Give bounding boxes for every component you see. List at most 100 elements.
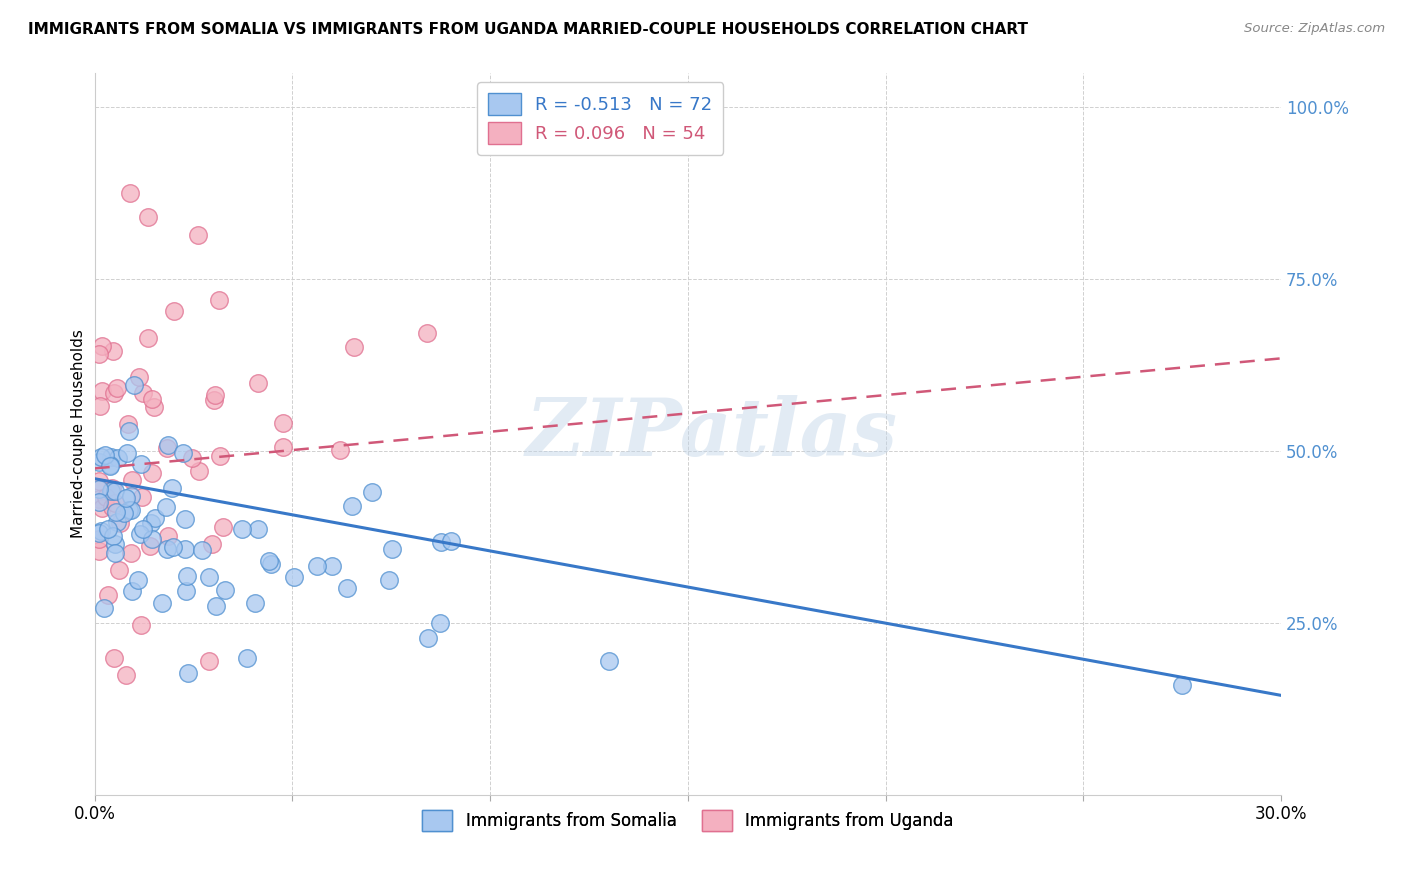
Point [156, 542, 179, 557]
Point [100, 481, 122, 495]
Point [90, 450, 112, 464]
Point [430, 535, 453, 549]
Point [181, 450, 204, 465]
Point [1171, 678, 1194, 692]
Point [257, 554, 280, 568]
Point [104, 496, 127, 510]
Point [108, 563, 131, 577]
Point [131, 490, 153, 504]
Point [97, 588, 120, 602]
Point [87, 482, 110, 496]
Point [87, 455, 110, 469]
Point [120, 489, 142, 503]
Point [176, 569, 198, 583]
Point [204, 388, 226, 402]
Point [246, 376, 269, 390]
Point [197, 570, 219, 584]
Point [105, 505, 128, 519]
Point [87, 532, 110, 546]
Point [139, 516, 162, 531]
Point [381, 542, 404, 557]
Point [156, 442, 179, 456]
Point [173, 512, 195, 526]
Point [177, 665, 200, 680]
Point [429, 615, 451, 630]
Point [132, 522, 155, 536]
Point [100, 484, 122, 499]
Point [198, 654, 221, 668]
Point [163, 303, 186, 318]
Legend: Immigrants from Somalia, Immigrants from Uganda: Immigrants from Somalia, Immigrants from… [416, 804, 960, 838]
Point [208, 293, 231, 308]
Text: Source: ZipAtlas.com: Source: ZipAtlas.com [1244, 22, 1385, 36]
Point [598, 654, 620, 668]
Point [90, 339, 112, 353]
Point [201, 537, 224, 551]
Point [97, 522, 120, 536]
Point [107, 450, 129, 465]
Point [283, 570, 305, 584]
Point [104, 546, 127, 560]
Point [136, 331, 159, 345]
Point [103, 483, 125, 498]
Point [105, 516, 128, 530]
Point [121, 583, 143, 598]
Point [89, 399, 111, 413]
Point [94, 491, 117, 505]
Point [118, 425, 141, 439]
Point [100, 450, 122, 464]
Point [98, 458, 121, 472]
Point [129, 618, 152, 632]
Point [231, 522, 253, 536]
Point [174, 584, 197, 599]
Point [340, 500, 363, 514]
Point [247, 522, 270, 536]
Point [162, 540, 184, 554]
Point [132, 386, 155, 401]
Point [150, 596, 173, 610]
Point [212, 520, 235, 534]
Point [243, 596, 266, 610]
Point [188, 464, 211, 478]
Point [89, 525, 111, 540]
Text: IMMIGRANTS FROM SOMALIA VS IMMIGRANTS FROM UGANDA MARRIED-COUPLE HOUSEHOLDS CORR: IMMIGRANTS FROM SOMALIA VS IMMIGRANTS FR… [28, 22, 1028, 37]
Point [343, 340, 366, 354]
Point [271, 416, 294, 430]
Point [98, 459, 121, 474]
Point [120, 503, 142, 517]
Point [117, 417, 139, 432]
Point [108, 516, 131, 531]
Point [439, 533, 461, 548]
Point [329, 443, 352, 458]
Point [115, 491, 138, 505]
Point [157, 438, 180, 452]
Point [117, 446, 139, 460]
Point [129, 457, 152, 471]
Point [336, 581, 359, 595]
Point [89, 495, 111, 509]
Point [120, 546, 142, 560]
Point [143, 400, 166, 414]
Point [141, 533, 163, 547]
Point [139, 539, 162, 553]
Point [202, 392, 225, 407]
Point [100, 500, 122, 515]
Point [120, 186, 142, 201]
Point [101, 344, 124, 359]
Point [128, 527, 150, 541]
Point [87, 346, 110, 360]
Point [90, 524, 112, 538]
Point [235, 650, 257, 665]
Text: ZIPatlas: ZIPatlas [526, 395, 897, 473]
Point [271, 440, 294, 454]
Point [191, 543, 214, 558]
Point [172, 446, 194, 460]
Point [87, 492, 110, 507]
Point [118, 503, 141, 517]
Point [155, 500, 177, 515]
Point [160, 482, 183, 496]
Point [136, 210, 159, 224]
Point [127, 573, 149, 587]
Point [205, 599, 228, 613]
Point [208, 450, 231, 464]
